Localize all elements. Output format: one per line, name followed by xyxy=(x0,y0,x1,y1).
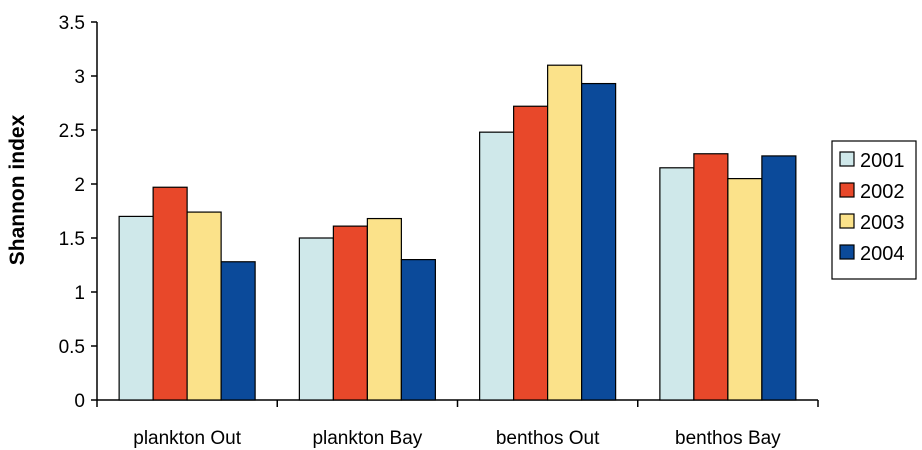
bar-2002-1 xyxy=(332,225,368,401)
bar-2002-3 xyxy=(693,153,729,401)
bar-2002-0 xyxy=(152,186,188,401)
y-tick-label: 3 xyxy=(74,67,85,88)
bar-2002-2 xyxy=(513,105,549,401)
bar-2001-3 xyxy=(659,167,695,401)
x-tick-label: benthos Out xyxy=(496,428,600,449)
bar-2001-1 xyxy=(298,237,334,401)
legend-label: 2002 xyxy=(860,181,905,203)
y-tick-label: 0 xyxy=(74,391,85,412)
legend-label: 2004 xyxy=(860,243,905,265)
legend-swatch-2004 xyxy=(839,244,855,260)
x-tick-label: plankton Bay xyxy=(312,428,422,449)
bar-2004-0 xyxy=(220,261,256,401)
x-axis: plankton Out plankton Bay benthos Out benth… xyxy=(96,399,819,449)
y-tick-label: 3.5 xyxy=(59,13,85,34)
legend-label: 2003 xyxy=(860,212,905,234)
bar-2001-2 xyxy=(479,131,515,401)
y-axis-label-group: Shannon index xyxy=(6,114,29,265)
bar-2004-3 xyxy=(761,155,797,401)
bar-2003-1 xyxy=(366,217,402,401)
x-tick-label: plankton Out xyxy=(133,428,241,449)
legend-label: 2001 xyxy=(860,150,905,172)
legend-swatch-2003 xyxy=(839,213,855,229)
legend: 2001 2002 2003 2004 xyxy=(831,140,917,280)
bar-2004-2 xyxy=(581,82,617,401)
legend-swatch-2001 xyxy=(839,151,855,167)
bar-2003-0 xyxy=(186,211,222,401)
y-tick-label: 2 xyxy=(74,175,85,196)
y-tick-label: 1 xyxy=(74,283,85,304)
bar-2003-2 xyxy=(547,64,583,401)
y-axis-label: Shannon index xyxy=(6,114,29,265)
bar-2003-3 xyxy=(727,178,763,401)
y-axis: 0 0.5 1 1.5 2 2.5 3 3.5 xyxy=(59,13,98,412)
y-tick-label: 0.5 xyxy=(59,337,85,358)
y-tick-label: 1.5 xyxy=(59,229,85,250)
x-tick-label: benthos Bay xyxy=(675,428,781,449)
bar-2001-0 xyxy=(118,215,154,401)
bars xyxy=(118,64,797,401)
y-tick-label: 2.5 xyxy=(59,121,85,142)
bar-2004-1 xyxy=(400,259,436,401)
legend-swatch-2002 xyxy=(839,182,855,198)
